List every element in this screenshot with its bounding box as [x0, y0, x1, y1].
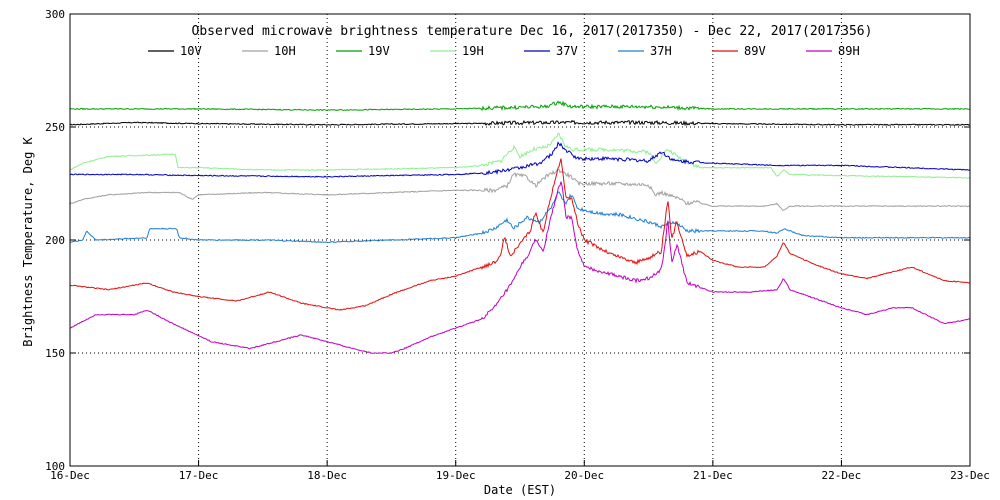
x-axis-label: Date (EST): [484, 483, 556, 497]
legend-label-10v: 10V: [180, 44, 202, 58]
x-tick-label: 17-Dec: [179, 469, 219, 482]
legend-label-19v: 19V: [368, 44, 390, 58]
y-tick-label: 250: [45, 121, 65, 134]
x-tick-label: 22-Dec: [822, 469, 862, 482]
legend: 10V 10H 19V 19H 37V 37H 89V 89H: [148, 44, 860, 58]
legend-label-37v: 37V: [556, 44, 578, 58]
x-tick-label: 20-Dec: [564, 469, 604, 482]
legend-label-10h: 10H: [274, 44, 296, 58]
series-line-10v: [70, 119, 971, 127]
chart-title: Observed microwave brightness temperatur…: [192, 24, 873, 39]
y-tick-label: 150: [45, 347, 65, 360]
axis-ticks: 100 150 200 250 300 16-Dec 17-Dec 18-Dec 19-Dec 2…: [45, 8, 990, 482]
series-line-10h: [69, 168, 971, 211]
x-tick-label: 16-Dec: [50, 469, 90, 482]
y-tick-label: 300: [45, 8, 65, 21]
grid: [70, 14, 970, 466]
x-tick-label: 18-Dec: [307, 469, 347, 482]
x-tick-label: 23-Dec: [950, 469, 990, 482]
series-layer: [69, 100, 971, 355]
series-line-89h: [69, 181, 971, 355]
series-line-89v: [70, 158, 970, 311]
x-tick-label: 21-Dec: [693, 469, 733, 482]
y-axis-label: Brightness Temperature, Deg K: [21, 136, 35, 346]
legend-label-37h: 37H: [650, 44, 672, 58]
legend-label-19h: 19H: [462, 44, 484, 58]
y-tick-label: 200: [45, 234, 65, 247]
series-line-19h: [69, 132, 971, 179]
x-tick-label: 19-Dec: [436, 469, 476, 482]
legend-label-89h: 89H: [838, 44, 860, 58]
series-line-37h: [69, 191, 971, 244]
series-line-19v: [69, 100, 970, 112]
series-line-37v: [69, 141, 971, 178]
legend-label-89v: 89V: [744, 44, 766, 58]
y-tick-label: 100: [45, 460, 65, 473]
